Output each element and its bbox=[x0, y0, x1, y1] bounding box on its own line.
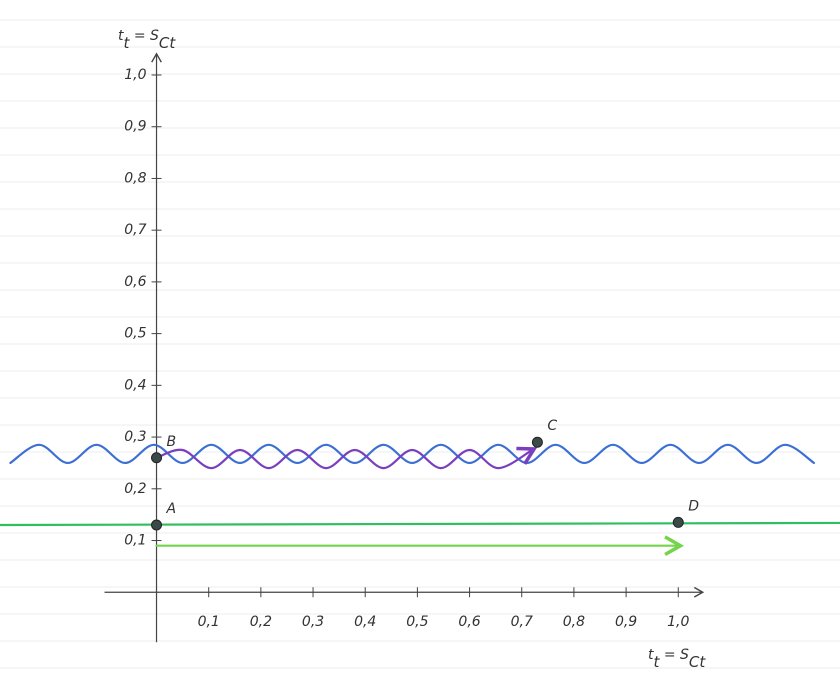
point bbox=[152, 453, 162, 463]
point bbox=[152, 520, 162, 530]
y-tick-label: 0,6 bbox=[124, 274, 146, 290]
chart: 0,1 0,2 0,3 0,4 0,5 0,6 0,7 0,8 0,9 1,0 0,1 0,2 0,3 0… bbox=[0, 0, 840, 675]
y-tick-label: 0,4 bbox=[124, 377, 146, 393]
y-tick-label: 0,5 bbox=[124, 326, 146, 342]
y-tick-label: 0,1 bbox=[124, 533, 146, 549]
y-tick-label: 0,7 bbox=[124, 222, 146, 238]
x-tick-label: 0,6 bbox=[458, 614, 480, 630]
y-tick-label: 1,0 bbox=[124, 67, 146, 83]
y-tick-label: 0,2 bbox=[124, 481, 146, 497]
point-label: C bbox=[547, 418, 557, 434]
x-tick-label: 0,9 bbox=[615, 614, 637, 630]
x-axis-label-part: = S bbox=[659, 647, 689, 663]
y-axis-label-part: = S bbox=[129, 28, 159, 44]
point-label: B bbox=[167, 434, 177, 450]
point-label: D bbox=[688, 498, 699, 514]
x-axis-label-sub: Ct bbox=[689, 653, 706, 671]
x-tick-label: 1,0 bbox=[667, 614, 689, 630]
point-label: A bbox=[166, 501, 177, 517]
x-tick-label: 0,1 bbox=[198, 614, 220, 630]
point bbox=[673, 517, 683, 527]
x-tick-label: 0,7 bbox=[511, 614, 533, 630]
y-tick-label: 0,3 bbox=[124, 429, 146, 445]
y-tick-label: 0,8 bbox=[124, 170, 146, 186]
x-tick-label: 0,4 bbox=[354, 614, 376, 630]
x-tick-label: 0,2 bbox=[250, 614, 272, 630]
x-tick-label: 0,5 bbox=[406, 614, 428, 630]
y-tick-label: 0,9 bbox=[124, 119, 146, 135]
x-tick-label: 0,3 bbox=[302, 614, 324, 630]
point bbox=[532, 437, 542, 447]
y-axis-label-sub: Ct bbox=[159, 34, 176, 52]
x-tick-label: 0,8 bbox=[563, 614, 585, 630]
